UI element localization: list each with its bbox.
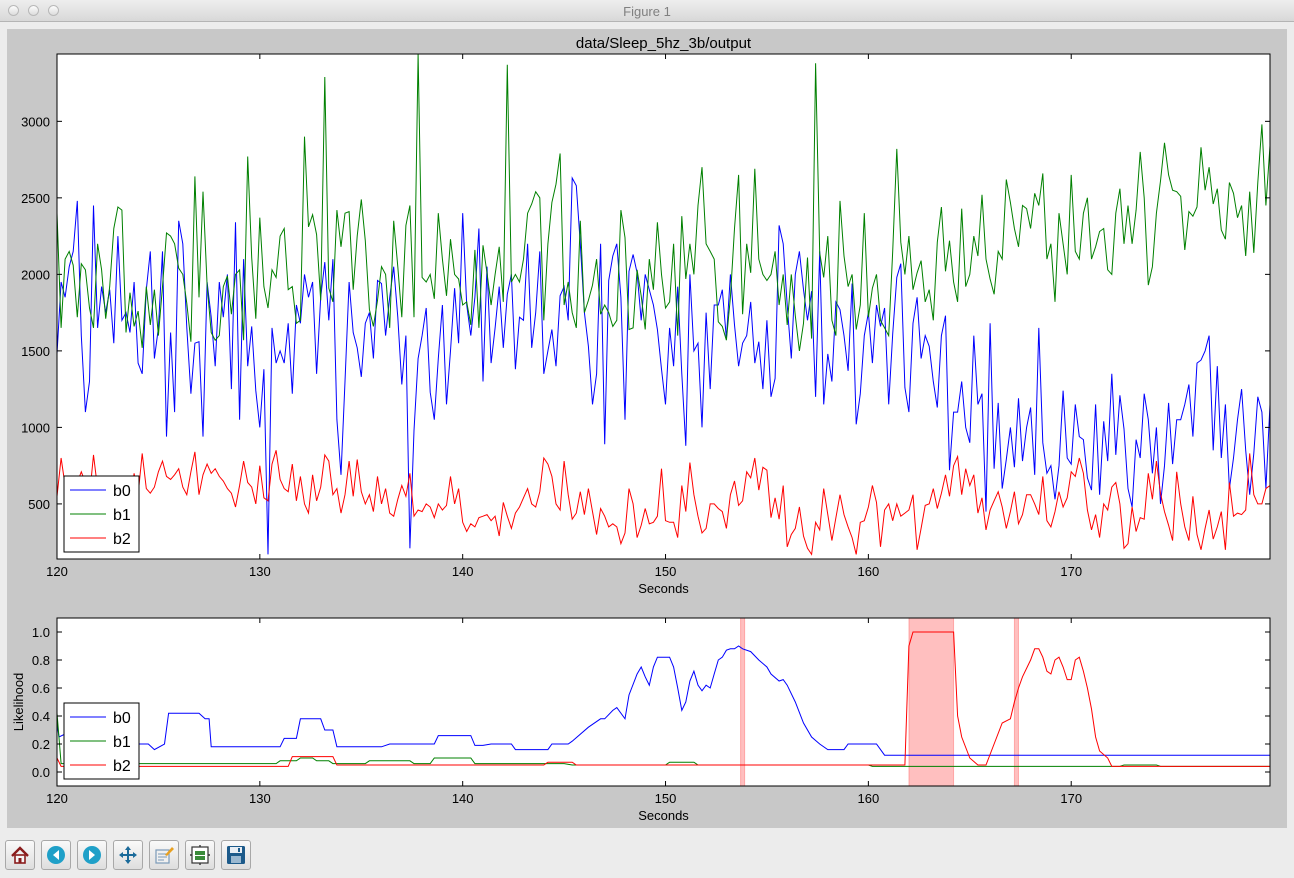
x-tick-label: 120 [46, 791, 68, 806]
x-axis-label: Seconds [638, 808, 689, 823]
series-line-b0 [57, 176, 1270, 555]
x-tick-label: 160 [858, 791, 880, 806]
y-tick-label: 0.6 [32, 681, 50, 696]
x-tick-label: 150 [655, 791, 677, 806]
x-tick-label: 170 [1060, 564, 1082, 579]
legend-label-b1: b1 [113, 734, 131, 751]
save-button[interactable] [221, 840, 251, 870]
plot-area-1 [57, 618, 1270, 786]
y-tick-label: 0.8 [32, 653, 50, 668]
y-axis-label: Likelihood [11, 673, 26, 732]
x-tick-label: 140 [452, 791, 474, 806]
series-line-b2 [57, 450, 1270, 556]
minimize-window-button[interactable] [28, 5, 39, 16]
series-line-b0 [57, 645, 1270, 756]
back-button[interactable] [41, 840, 71, 870]
axes-frame-1 [56, 617, 1271, 787]
chart-title: data/Sleep_5hz_3b/output [576, 35, 752, 52]
y-tick-label: 0.0 [32, 765, 50, 780]
series-line-b1 [57, 713, 1270, 767]
plot-area-0 [57, 54, 1270, 559]
y-tick-label: 3000 [21, 114, 50, 129]
y-tick-label: 1000 [21, 420, 50, 435]
highlight-span-1 [908, 617, 955, 787]
y-tick-label: 0.4 [32, 709, 50, 724]
axes-frame-0 [56, 53, 1271, 560]
x-tick-label: 130 [249, 791, 271, 806]
home-button[interactable] [5, 840, 35, 870]
pan-icon [119, 846, 137, 864]
zoom-rect-icon [155, 847, 174, 864]
y-tick-label: 0.2 [32, 737, 50, 752]
x-tick-label: 150 [655, 564, 677, 579]
x-tick-label: 170 [1060, 791, 1082, 806]
legend-label-b0: b0 [113, 710, 131, 727]
window-title: Figure 1 [623, 4, 671, 19]
x-tick-label: 130 [249, 564, 271, 579]
pan-button[interactable] [113, 840, 143, 870]
legend-label-b2: b2 [113, 531, 131, 548]
legend-label-b0: b0 [113, 483, 131, 500]
legend-label-b2: b2 [113, 758, 131, 775]
highlight-span-0 [740, 617, 746, 787]
home-icon [11, 846, 29, 864]
zoom-rect-button[interactable] [149, 840, 179, 870]
figure: 120 130 140 150 160 170 500 1000 1500 2000 2500 300… [11, 35, 1271, 823]
x-tick-label: 140 [452, 564, 474, 579]
y-tick-label: 2000 [21, 267, 50, 282]
highlight-span-2 [1013, 617, 1019, 787]
x-tick-label: 120 [46, 564, 68, 579]
series-line-b2 [57, 631, 1270, 767]
window-titlebar: Figure 1 [0, 0, 1294, 22]
y-tick-label: 500 [28, 497, 50, 512]
save-icon [227, 846, 245, 864]
legend-label-b1: b1 [113, 507, 131, 524]
close-window-button[interactable] [8, 5, 19, 16]
y-tick-label: 1.0 [32, 625, 50, 640]
y-tick-label: 1500 [21, 344, 50, 359]
back-icon [47, 846, 65, 864]
y-tick-label: 2500 [21, 191, 50, 206]
subplots-button[interactable] [185, 840, 215, 870]
toolbar [0, 836, 1294, 878]
forward-icon [83, 846, 101, 864]
series-line-b1 [57, 54, 1270, 351]
forward-button[interactable] [77, 840, 107, 870]
subplots-icon [190, 845, 210, 865]
x-tick-label: 160 [858, 564, 880, 579]
x-axis-label: Seconds [638, 581, 689, 596]
zoom-window-button[interactable] [48, 5, 59, 16]
